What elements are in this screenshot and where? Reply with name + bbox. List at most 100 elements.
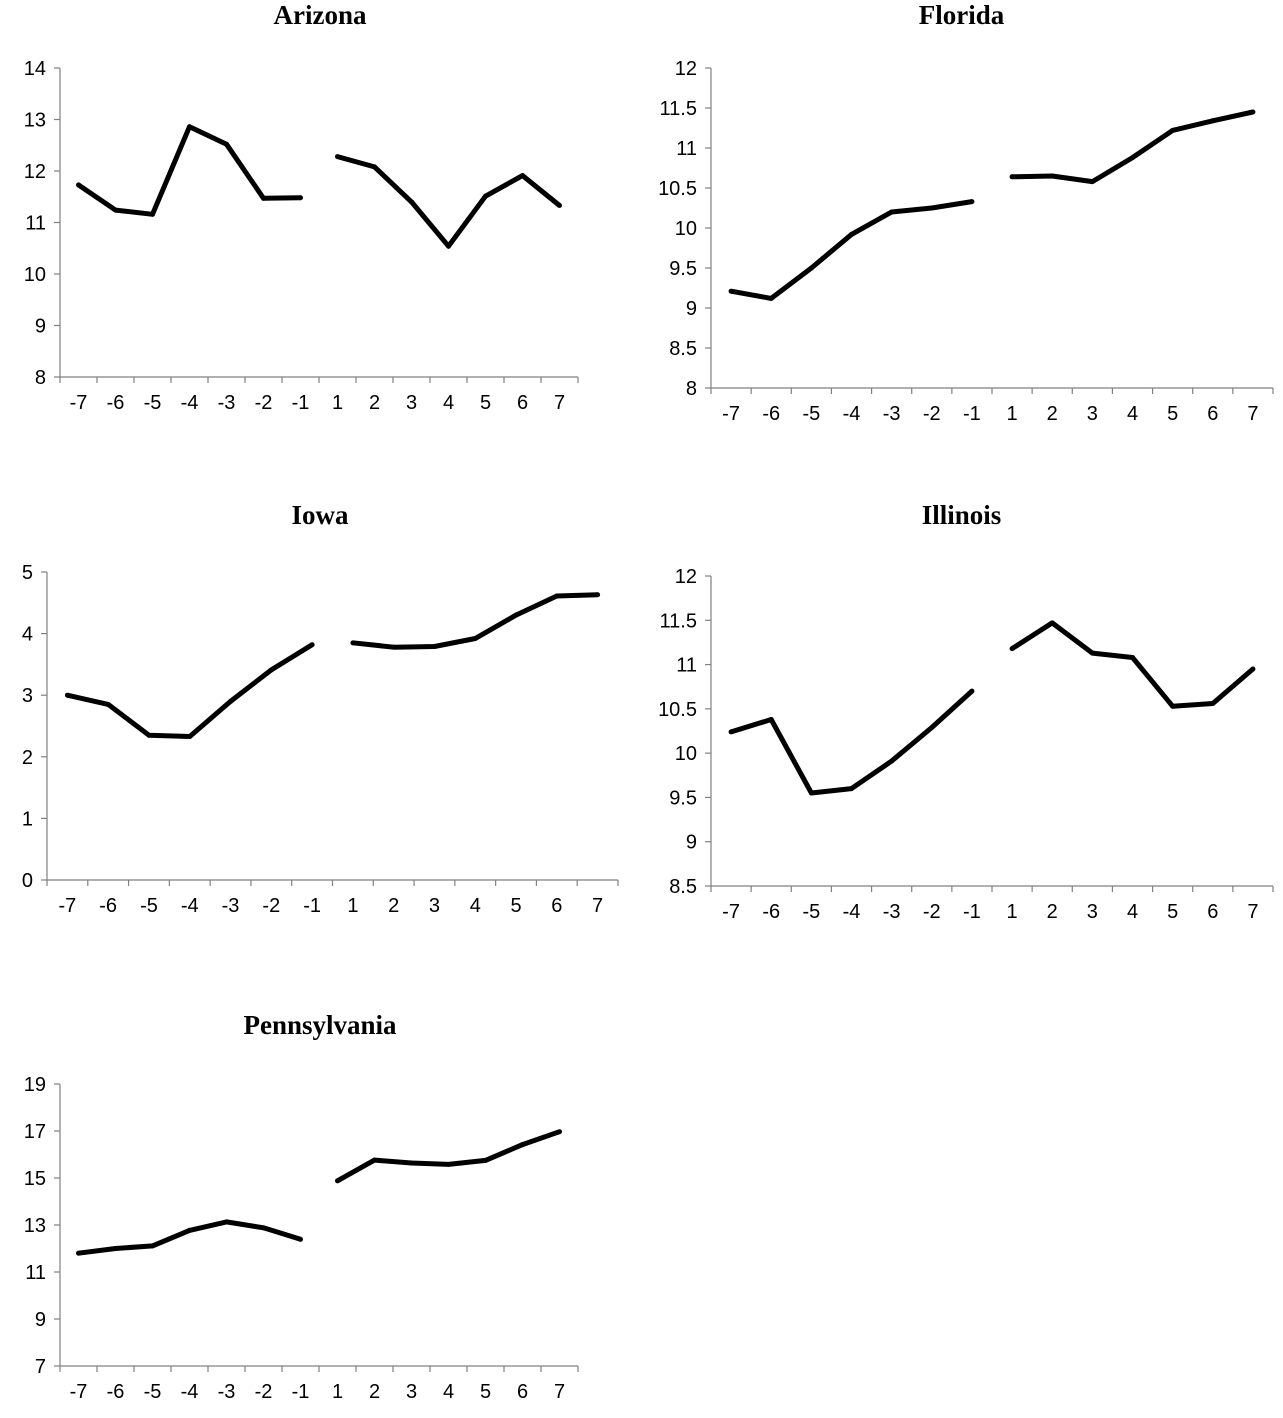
y-tick-label: 4 (22, 624, 33, 646)
data-point--7 (76, 182, 81, 188)
x-tick-label: 2 (1047, 901, 1058, 923)
y-tick-label: 9 (35, 316, 46, 338)
x-tick-label: 6 (517, 1381, 528, 1403)
data-point--1 (298, 1236, 303, 1242)
data-point-6 (520, 1142, 525, 1148)
x-tick-label: 7 (554, 392, 565, 414)
x-tick-label: 6 (551, 895, 562, 917)
x-tick-label: -6 (762, 901, 780, 923)
x-tick-label: -2 (923, 901, 941, 923)
y-tick-label: 7 (35, 1356, 46, 1378)
x-tick-label: 2 (388, 895, 399, 917)
data-point--3 (889, 758, 895, 764)
x-tick-label: -4 (843, 403, 861, 425)
data-point--3 (889, 209, 895, 215)
data-point-4 (446, 243, 451, 249)
y-tick-label: 0 (22, 870, 33, 892)
y-tick-label: 11.5 (660, 98, 697, 120)
x-tick-label: -4 (181, 392, 199, 414)
data-point--1 (309, 642, 315, 648)
x-tick-label: -1 (963, 901, 981, 923)
data-point-2 (372, 164, 377, 170)
data-point--6 (105, 701, 111, 707)
y-tick-label: 10 (675, 218, 697, 240)
chart-title: Arizona (273, 0, 367, 30)
data-point-3 (1089, 650, 1095, 656)
x-tick-label: -2 (255, 1381, 273, 1403)
y-tick-label: 10 (24, 264, 46, 286)
data-point--7 (728, 288, 734, 294)
y-tick-label: 9.5 (669, 258, 697, 280)
data-point--1 (969, 199, 975, 205)
y-tick-label: 11.5 (660, 610, 697, 632)
data-point--3 (224, 1219, 229, 1225)
data-point--3 (228, 698, 234, 704)
x-tick-label: 6 (1207, 403, 1218, 425)
data-point-4 (1130, 155, 1135, 161)
x-tick-label: -4 (181, 1381, 199, 1403)
y-tick-label: 9 (35, 1309, 46, 1331)
y-tick-label: 14 (24, 58, 46, 80)
y-tick-label: 11 (676, 138, 697, 160)
y-tick-label: 5 (22, 562, 33, 584)
x-tick-label: 1 (347, 895, 358, 917)
x-tick-label: -7 (70, 1381, 88, 1403)
data-point-6 (1210, 118, 1216, 124)
data-point-6 (1210, 701, 1216, 707)
series-line-segment-post (336, 1129, 561, 1183)
x-tick-label: -1 (303, 895, 321, 917)
y-tick-label: 12 (675, 58, 697, 80)
data-point-5 (1170, 127, 1176, 133)
x-tick-label: 2 (369, 392, 380, 414)
chart-plot-area: 0 1 2 3 4 5 -7 -6 -5 -4 -3 -2 -1 1 2 3 4 5 6 7 (22, 562, 619, 917)
data-point-1 (335, 1178, 340, 1184)
data-point-2 (1049, 620, 1055, 626)
data-point-2 (372, 1157, 377, 1163)
data-point-6 (554, 593, 560, 599)
data-point-3 (431, 644, 437, 650)
x-tick-label: -2 (255, 392, 273, 414)
data-point-5 (483, 1157, 488, 1163)
data-point--1 (969, 688, 975, 694)
x-tick-label: -4 (843, 901, 861, 923)
data-point-2 (391, 644, 397, 650)
x-tick-label: -6 (762, 403, 780, 425)
x-tick-label: -5 (140, 895, 158, 917)
x-tick-label: -7 (722, 901, 740, 923)
x-tick-label: -6 (107, 392, 125, 414)
x-tick-label: 1 (332, 1381, 343, 1403)
x-tick-label: -2 (923, 403, 941, 425)
y-tick-label: 19 (24, 1074, 46, 1096)
data-point-4 (472, 636, 478, 642)
y-tick-label: 12 (24, 161, 46, 183)
x-tick-label: 7 (592, 895, 603, 917)
data-point--3 (224, 141, 229, 147)
x-tick-label: 3 (429, 895, 440, 917)
series-line-segment-pre (77, 124, 301, 217)
data-point--4 (187, 1227, 192, 1233)
data-point-2 (1049, 173, 1055, 179)
x-tick-label: -1 (963, 403, 981, 425)
series-line-segment-pre (730, 689, 974, 796)
x-tick-label: 2 (1047, 403, 1058, 425)
x-tick-label: -5 (802, 901, 820, 923)
data-point--6 (113, 207, 118, 213)
y-tick-label: 10.5 (658, 699, 697, 721)
x-tick-label: -7 (58, 895, 76, 917)
x-tick-label: 4 (443, 1381, 454, 1403)
data-point-1 (350, 640, 356, 646)
chart-title: Illinois (921, 500, 1002, 530)
chart-title: Pennsylvania (243, 1010, 397, 1040)
y-tick-label: 8.5 (669, 338, 697, 360)
x-tick-label: -3 (218, 1381, 236, 1403)
chart-panel-pennsylvania: Pennsylvania 7 9 11 13 15 17 19 -7 -6 -5 -4 -3 -2 -1 1 2… (0, 1010, 640, 1418)
data-point--2 (261, 195, 266, 201)
y-tick-label: 8 (35, 367, 46, 389)
data-point-7 (595, 592, 601, 598)
data-point--7 (76, 1250, 81, 1256)
y-tick-label: 2 (22, 747, 33, 769)
data-point-3 (1089, 179, 1095, 185)
y-tick-label: 3 (22, 685, 33, 707)
